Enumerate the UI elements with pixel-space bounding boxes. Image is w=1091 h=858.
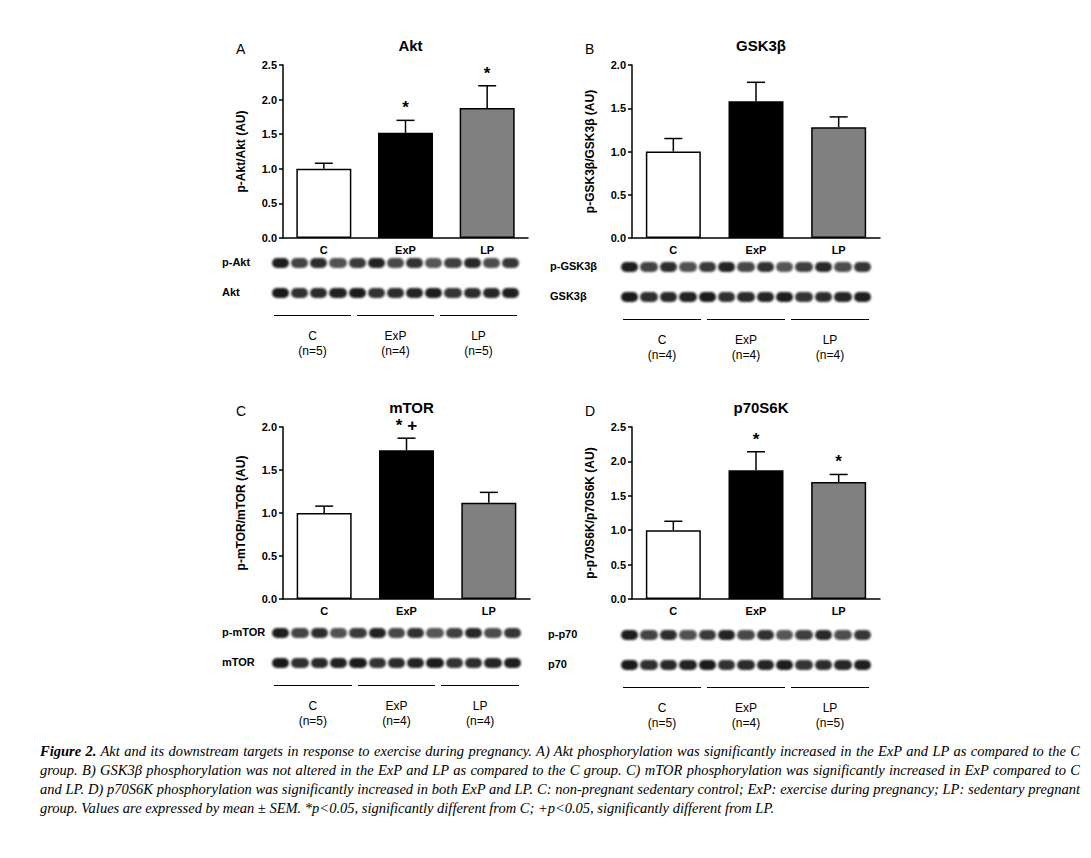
html-text:(n=4): (n=4) xyxy=(731,716,761,730)
html-text:ExP: ExP xyxy=(384,329,407,343)
svg-text:C: C xyxy=(669,244,677,256)
html-text:(n=4): (n=4) xyxy=(815,348,845,362)
svg-text:1.0: 1.0 xyxy=(611,146,626,158)
html-text:(n=5): (n=5) xyxy=(464,344,493,358)
svg-text:C: C xyxy=(669,605,677,617)
svg-text:C: C xyxy=(320,605,328,617)
html-text:C: C xyxy=(308,329,317,343)
svg-text:0.0: 0.0 xyxy=(611,232,626,244)
svg-text:LP: LP xyxy=(482,605,496,617)
html-text:LP: LP xyxy=(822,701,838,715)
svg-text:1.5: 1.5 xyxy=(262,464,277,476)
svg-text:Akt: Akt xyxy=(398,37,422,54)
html-text:(n=4): (n=4) xyxy=(647,348,677,362)
svg-text:0.0: 0.0 xyxy=(262,232,277,244)
html-text:ExP: ExP xyxy=(735,701,757,715)
html-text:(n=4): (n=4) xyxy=(731,348,761,362)
html-text:(n=5): (n=5) xyxy=(298,344,327,358)
svg-text:C: C xyxy=(236,403,246,419)
svg-text:1.0: 1.0 xyxy=(611,524,626,536)
html-text:Akt: Akt xyxy=(222,286,240,298)
svg-text:mTOR: mTOR xyxy=(389,399,434,416)
svg-text:2.0: 2.0 xyxy=(611,455,626,467)
svg-text:p-GSK3β/GSK3β (AU): p-GSK3β/GSK3β (AU) xyxy=(583,90,597,213)
svg-text:*: * xyxy=(753,430,760,449)
svg-text:ExP: ExP xyxy=(395,244,416,256)
svg-text:ExP: ExP xyxy=(746,244,767,256)
svg-text:*: * xyxy=(484,64,491,83)
svg-text:1.0: 1.0 xyxy=(262,507,277,519)
html-text:mTOR: mTOR xyxy=(222,656,255,668)
svg-text:1.5: 1.5 xyxy=(611,102,626,114)
html-text:ExP: ExP xyxy=(385,699,408,713)
svg-text:2.0: 2.0 xyxy=(262,94,277,106)
html-text:p-GSK3β: p-GSK3β xyxy=(550,260,598,272)
html-text:p70: p70 xyxy=(548,658,567,670)
svg-text:1.5: 1.5 xyxy=(611,490,626,502)
svg-text:p-mTOR/mTOR (AU): p-mTOR/mTOR (AU) xyxy=(234,456,248,571)
svg-text:2.5: 2.5 xyxy=(611,421,626,433)
html-text:(n=4): (n=4) xyxy=(466,714,495,728)
svg-text:*: * xyxy=(402,98,409,117)
svg-text:GSK3β: GSK3β xyxy=(736,37,786,54)
svg-text:ExP: ExP xyxy=(396,605,417,617)
html-text:(n=4): (n=4) xyxy=(382,714,411,728)
html-text:LP: LP xyxy=(471,329,486,343)
html-text:(n=5): (n=5) xyxy=(815,716,845,730)
html-text:C: C xyxy=(657,701,667,715)
svg-text:LP: LP xyxy=(832,605,846,617)
svg-text:LP: LP xyxy=(832,244,846,256)
svg-text:D: D xyxy=(585,403,595,419)
html-text:(n=5): (n=5) xyxy=(298,714,327,728)
svg-text:0.0: 0.0 xyxy=(262,593,277,605)
svg-text:* +: * + xyxy=(396,416,417,435)
svg-text:A: A xyxy=(236,41,246,57)
svg-text:2.0: 2.0 xyxy=(611,59,626,71)
html-text:(n=4): (n=4) xyxy=(381,344,410,358)
svg-text:LP: LP xyxy=(480,244,494,256)
svg-text:B: B xyxy=(585,41,594,57)
svg-text:p-Akt/Akt (AU): p-Akt/Akt (AU) xyxy=(234,111,248,193)
svg-text:0.0: 0.0 xyxy=(611,593,626,605)
html-text:(n=5): (n=5) xyxy=(647,716,677,730)
svg-text:0.5: 0.5 xyxy=(262,550,277,562)
html-text:LP: LP xyxy=(472,699,488,713)
svg-text:0.5: 0.5 xyxy=(611,189,626,201)
html-text:C: C xyxy=(657,333,667,347)
svg-text:*: * xyxy=(835,452,842,471)
html-text:p-p70: p-p70 xyxy=(548,628,578,640)
svg-text:1.0: 1.0 xyxy=(262,163,277,175)
svg-text:p70S6K: p70S6K xyxy=(733,399,788,416)
svg-text:2.0: 2.0 xyxy=(262,421,277,433)
svg-text:p-p70S6K/p70S6K (AU): p-p70S6K/p70S6K (AU) xyxy=(583,447,597,578)
html-text:GSK3β: GSK3β xyxy=(550,290,587,302)
svg-text:C: C xyxy=(320,244,328,256)
svg-text:ExP: ExP xyxy=(746,605,767,617)
svg-text:1.5: 1.5 xyxy=(262,128,277,140)
html-text:Figure 2. Akt and its downstre: Figure 2. Akt and its downstream targets… xyxy=(40,743,1080,816)
html-text:ExP: ExP xyxy=(735,333,757,347)
html-text:p-mTOR: p-mTOR xyxy=(222,626,266,638)
svg-text:0.5: 0.5 xyxy=(262,197,277,209)
html-text:LP: LP xyxy=(822,333,838,347)
html-text:C: C xyxy=(308,699,318,713)
svg-text:0.5: 0.5 xyxy=(611,559,626,571)
svg-text:2.5: 2.5 xyxy=(262,59,277,71)
html-text:p-Akt: p-Akt xyxy=(222,256,251,268)
